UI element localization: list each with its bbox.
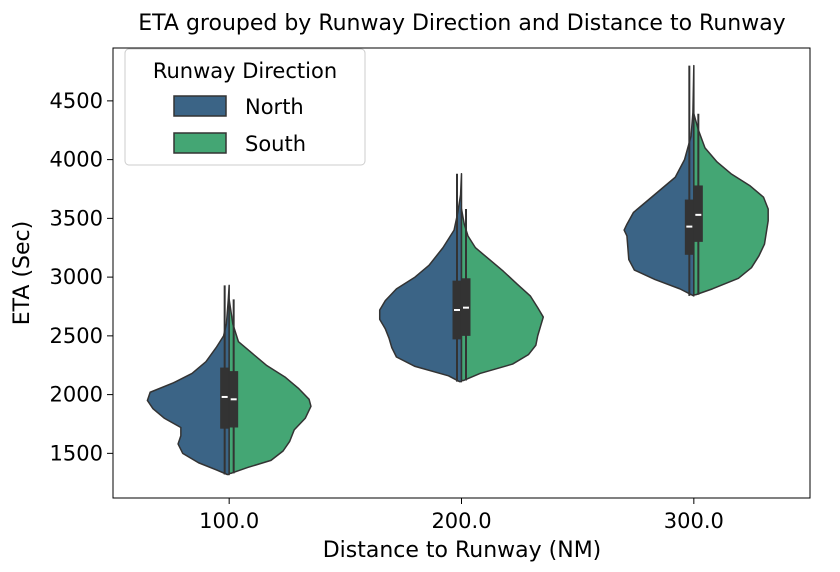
violin-iqr-box (220, 367, 230, 429)
chart-title: ETA grouped by Runway Direction and Dist… (138, 11, 785, 36)
y-tick-label: 3500 (50, 206, 103, 230)
y-tick-label: 2500 (50, 324, 103, 348)
y-tick-label: 2000 (50, 383, 103, 407)
y-tick-label: 3000 (50, 265, 103, 289)
y-tick-label: 4500 (50, 89, 103, 113)
x-tick-label: 200.0 (431, 509, 491, 533)
legend-label-north: North (245, 95, 304, 119)
legend-label-south: South (245, 132, 306, 156)
x-tick-label: 300.0 (664, 509, 724, 533)
x-axis-label: Distance to Runway (NM) (323, 538, 602, 563)
y-tick-label: 1500 (50, 441, 103, 465)
x-tick-label: 100.0 (199, 509, 259, 533)
y-tick-label: 4000 (50, 148, 103, 172)
y-axis-label: ETA (Sec) (10, 221, 35, 325)
violin-north-100-0 (146, 284, 230, 476)
violin-north-300-0 (623, 64, 695, 297)
y-axis: 1500 2000 2500 3000 3500 4000 4500 (50, 89, 113, 465)
legend-swatch-north (173, 95, 227, 117)
x-axis: 100.0 200.0 300.0 (199, 498, 724, 533)
legend-swatch-south (173, 132, 227, 154)
legend-title: Runway Direction (153, 59, 337, 83)
legend: Runway Direction North South (124, 48, 366, 166)
plot-area (146, 64, 769, 476)
violin-iqr-box (693, 185, 703, 242)
violin-south-100-0 (228, 298, 312, 475)
violin-south-300-0 (693, 113, 769, 296)
violin-south-200-0 (460, 208, 545, 382)
violin-north-200-0 (378, 172, 463, 383)
